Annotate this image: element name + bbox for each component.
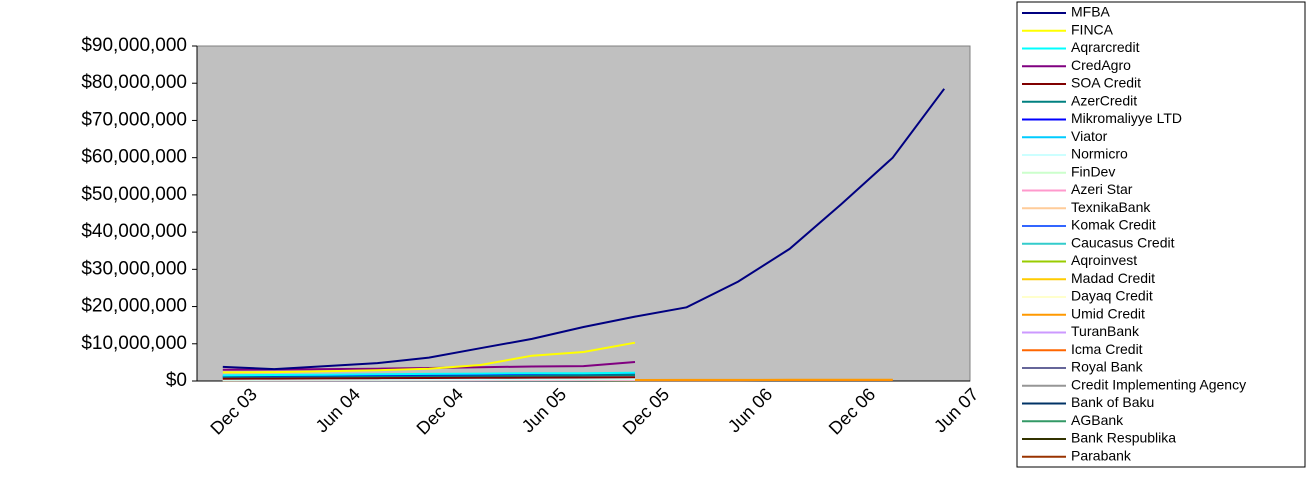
legend-label: SOA Credit	[1071, 75, 1141, 91]
legend-label: Bank Respublika	[1071, 430, 1176, 446]
legend-label: Icma Credit	[1071, 341, 1143, 357]
legend-label: Aqroinvest	[1071, 252, 1137, 268]
legend-label: Royal Bank	[1071, 359, 1144, 375]
y-tick-label: $80,000,000	[81, 72, 187, 93]
plot-area	[196, 45, 971, 382]
legend-label: TexnikaBank	[1071, 199, 1151, 215]
series-line	[222, 374, 636, 379]
series-line	[222, 341, 636, 374]
y-tick-label: $60,000,000	[81, 147, 187, 168]
legend-label: Parabank	[1071, 447, 1132, 463]
y-tick-label: $40,000,000	[81, 221, 187, 242]
x-tick-label: Jun 06	[724, 384, 776, 436]
legend-label: Normicro	[1071, 146, 1128, 162]
legend-label: TuranBank	[1071, 323, 1140, 339]
legend-label: Madad Credit	[1071, 270, 1155, 286]
legend-label: AzerCredit	[1071, 92, 1137, 108]
legend-label: Viator	[1071, 128, 1108, 144]
y-tick-label: $50,000,000	[81, 184, 187, 205]
y-tick-label: $0	[166, 370, 187, 391]
x-tick-label: Dec 05	[619, 384, 673, 438]
series-line	[222, 88, 946, 371]
legend-label: Caucasus Credit	[1071, 234, 1175, 250]
x-tick-label: Dec 06	[825, 384, 879, 438]
legend-label: FinDev	[1071, 163, 1115, 179]
x-tick-label: Jun 05	[518, 384, 570, 436]
y-tick-label: $10,000,000	[81, 333, 187, 354]
legend-label: Bank of Baku	[1071, 394, 1154, 410]
x-tick-label: Dec 04	[413, 384, 467, 438]
legend-label: Aqrarcredit	[1071, 39, 1140, 55]
y-tick-label: $70,000,000	[81, 109, 187, 130]
legend-label: Azeri Star	[1071, 181, 1133, 197]
legend-label: FINCA	[1071, 21, 1114, 37]
series-line	[222, 371, 636, 377]
legend-label: Mikromaliyye LTD	[1071, 110, 1182, 126]
legend-label: MFBA	[1071, 4, 1111, 20]
y-tick-label: $90,000,000	[81, 35, 187, 56]
x-tick-label: Jun 07	[930, 384, 982, 436]
legend-label: Komak Credit	[1071, 217, 1156, 233]
legend-label: CredAgro	[1071, 57, 1131, 73]
legend-label: Credit Implementing Agency	[1071, 376, 1246, 392]
series-line	[222, 376, 636, 380]
legend-label: AGBank	[1071, 412, 1124, 428]
y-tick-label: $20,000,000	[81, 296, 187, 317]
x-tick-label: Jun 04	[312, 384, 364, 436]
legend-label: Dayaq Credit	[1071, 288, 1153, 304]
y-tick-label: $30,000,000	[81, 258, 187, 279]
legend-label: Umid Credit	[1071, 305, 1145, 321]
x-tick-label: Dec 03	[206, 384, 260, 438]
legend-box	[1016, 1, 1306, 468]
